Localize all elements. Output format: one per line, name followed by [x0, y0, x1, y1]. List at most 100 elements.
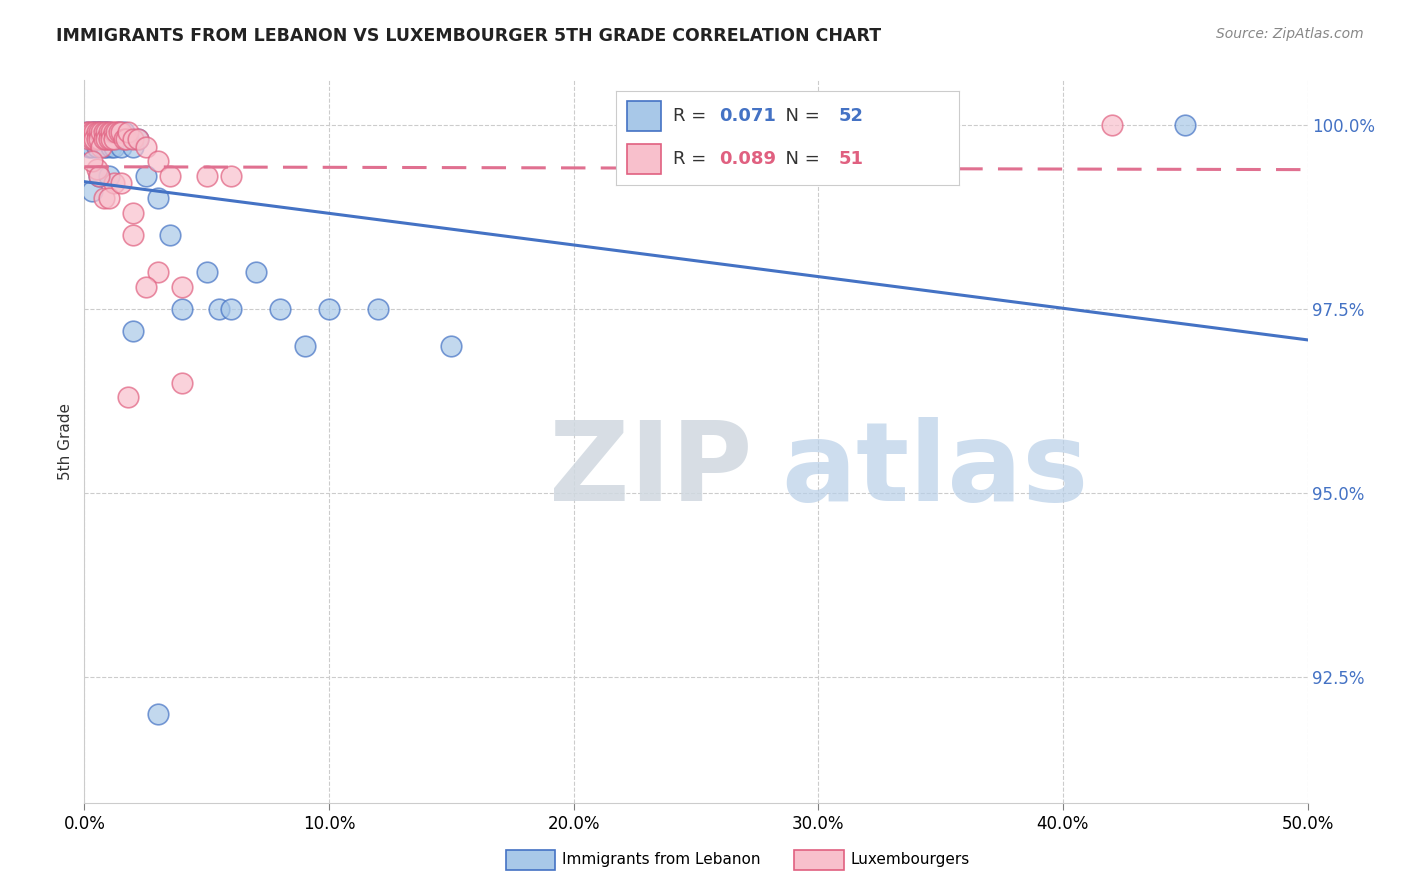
Point	[86, 161, 108, 176]
Point	[76, 125, 98, 139]
Point	[122, 228, 145, 243]
Point	[367, 301, 389, 316]
Point	[135, 139, 157, 153]
Text: Source: ZipAtlas.com: Source: ZipAtlas.com	[1216, 27, 1364, 41]
Point	[110, 139, 132, 153]
Point	[103, 177, 125, 191]
Point	[80, 132, 103, 146]
Point	[103, 139, 125, 153]
Point	[159, 169, 181, 183]
Point	[76, 125, 98, 139]
Point	[107, 125, 129, 139]
Point	[97, 125, 120, 139]
Point	[1101, 118, 1123, 132]
Text: Luxembourgers: Luxembourgers	[851, 853, 970, 867]
Point	[103, 125, 125, 139]
Point	[115, 132, 138, 146]
Point	[90, 132, 112, 146]
Point	[87, 125, 110, 139]
Point	[93, 125, 115, 139]
Text: IMMIGRANTS FROM LEBANON VS LUXEMBOURGER 5TH GRADE CORRELATION CHART: IMMIGRANTS FROM LEBANON VS LUXEMBOURGER …	[56, 27, 882, 45]
Text: atlas: atlas	[782, 417, 1090, 524]
Y-axis label: 5th Grade: 5th Grade	[58, 403, 73, 480]
Point	[172, 301, 194, 316]
Point	[80, 184, 103, 198]
Point	[127, 132, 149, 146]
Point	[96, 132, 118, 146]
Point	[110, 132, 132, 146]
Point	[80, 154, 103, 169]
Point	[96, 139, 118, 153]
Point	[86, 139, 108, 153]
Point	[146, 154, 169, 169]
Point	[77, 132, 100, 146]
Point	[83, 132, 105, 146]
Point	[117, 125, 139, 139]
Point	[105, 132, 128, 146]
Point	[86, 125, 108, 139]
Point	[93, 125, 115, 139]
Point	[87, 125, 110, 139]
Point	[100, 132, 122, 146]
Point	[103, 132, 125, 146]
Point	[122, 139, 145, 153]
Point	[87, 132, 110, 146]
Point	[294, 339, 316, 353]
Point	[135, 169, 157, 183]
Point	[100, 125, 122, 139]
Point	[100, 139, 122, 153]
Point	[146, 707, 169, 722]
Point	[122, 206, 145, 220]
Point	[146, 265, 169, 279]
Point	[83, 125, 105, 139]
Point	[100, 132, 122, 146]
Point	[105, 125, 128, 139]
Text: Immigrants from Lebanon: Immigrants from Lebanon	[562, 853, 761, 867]
Point	[117, 390, 139, 404]
Point	[93, 132, 115, 146]
Point	[90, 139, 112, 153]
Point	[245, 265, 267, 279]
Point	[172, 279, 194, 293]
Point	[135, 279, 157, 293]
Point	[195, 265, 218, 279]
Point	[103, 132, 125, 146]
Point	[97, 132, 120, 146]
Point	[219, 301, 242, 316]
Point	[80, 125, 103, 139]
Point	[159, 228, 181, 243]
Point	[93, 139, 115, 153]
Point	[87, 132, 110, 146]
Point	[97, 125, 120, 139]
Point	[86, 132, 108, 146]
Point	[219, 169, 242, 183]
Point	[77, 139, 100, 153]
Point	[83, 132, 105, 146]
Point	[80, 125, 103, 139]
Point	[1174, 118, 1197, 132]
Text: ZIP: ZIP	[550, 417, 752, 524]
Point	[90, 125, 112, 139]
Point	[122, 324, 145, 338]
Point	[80, 139, 103, 153]
Point	[80, 132, 103, 146]
Point	[96, 125, 118, 139]
Point	[83, 125, 105, 139]
Point	[318, 301, 340, 316]
Point	[172, 376, 194, 390]
Point	[77, 125, 100, 139]
Point	[112, 132, 135, 146]
Point	[122, 132, 145, 146]
Point	[127, 132, 149, 146]
Point	[117, 132, 139, 146]
Point	[97, 169, 120, 183]
Point	[97, 132, 120, 146]
Point	[146, 191, 169, 205]
Point	[195, 169, 218, 183]
Point	[440, 339, 463, 353]
Point	[112, 125, 135, 139]
Point	[269, 301, 291, 316]
Point	[110, 125, 132, 139]
Point	[107, 125, 129, 139]
Point	[110, 177, 132, 191]
